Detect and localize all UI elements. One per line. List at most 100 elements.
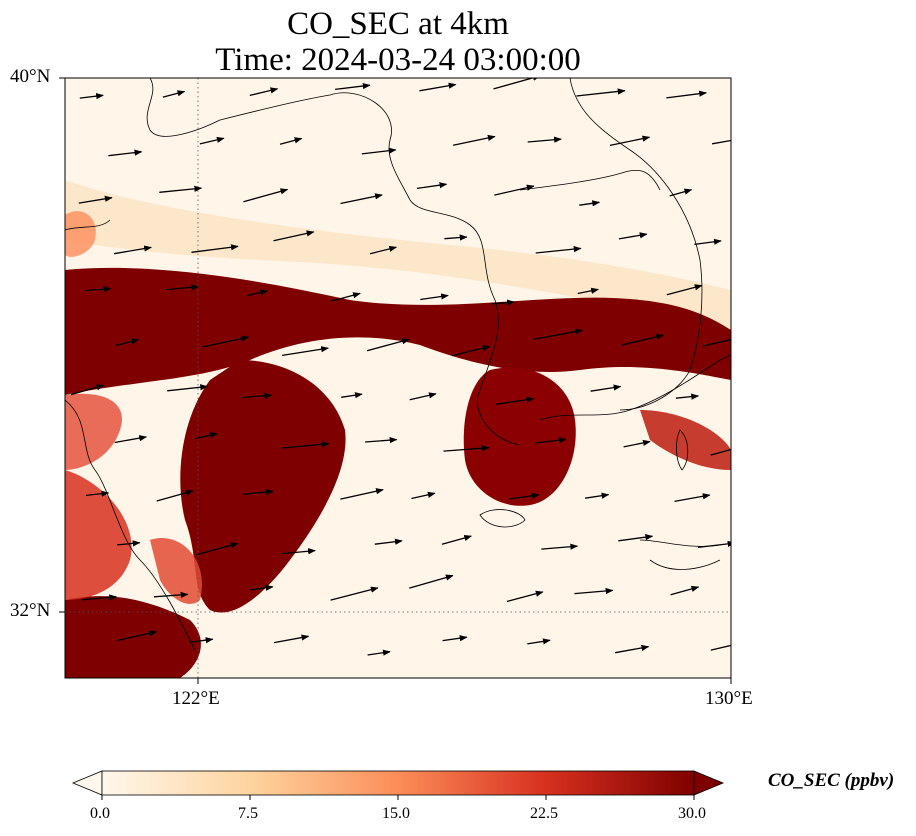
colorbar-tick: 0.0 — [90, 805, 110, 822]
wind-vectors — [70, 78, 731, 656]
wind-arrow — [694, 238, 722, 246]
wind-arrow — [491, 299, 515, 306]
chart-title-line1: CO_SEC at 4km — [287, 6, 509, 42]
wind-arrow — [70, 384, 105, 396]
wind-arrow — [249, 87, 279, 97]
tick-marks — [59, 77, 732, 684]
wind-arrow — [108, 149, 143, 157]
wind-arrow — [86, 490, 110, 497]
wind-arrow — [153, 591, 189, 599]
wind-arrow — [202, 335, 250, 348]
wind-arrow — [113, 245, 152, 255]
wind-arrow — [273, 230, 315, 242]
wind-arrow — [341, 392, 363, 399]
wind-arrow — [710, 644, 731, 651]
wind-arrow — [623, 439, 651, 448]
colorbar-tick: 7.5 — [238, 805, 258, 822]
wind-arrow — [541, 543, 579, 550]
wind-arrow — [527, 136, 562, 143]
wind-arrow — [243, 488, 274, 496]
wind-arrow — [509, 492, 540, 500]
wind-arrow — [533, 328, 583, 341]
wind-arrow — [116, 630, 158, 642]
wind-arrow — [365, 437, 398, 444]
wind-arrow — [78, 195, 113, 204]
wind-arrow — [535, 437, 567, 444]
coastlines — [65, 78, 731, 651]
wind-arrow — [191, 244, 239, 253]
wind-arrow — [669, 188, 693, 197]
wind-arrow — [711, 139, 731, 145]
wind-arrow — [85, 286, 112, 293]
wind-arrow — [618, 534, 654, 542]
wind-arrow — [417, 182, 448, 190]
colorbar-tick: 22.5 — [530, 805, 558, 822]
colorbar — [71, 770, 725, 800]
wind-arrow — [367, 649, 391, 656]
wind-arrow — [409, 392, 437, 401]
wind-arrow — [279, 137, 303, 145]
wind-arrow — [419, 82, 457, 92]
wind-arrow — [156, 489, 194, 502]
wind-arrow — [340, 488, 384, 500]
wind-arrow — [590, 384, 622, 392]
wind-arrow — [196, 542, 239, 556]
wind-arrow — [702, 339, 731, 347]
concentration-field — [65, 78, 731, 678]
wind-arrow — [115, 338, 140, 347]
wind-arrow — [374, 538, 403, 545]
wind-arrow — [243, 188, 289, 203]
wind-arrow — [282, 346, 329, 357]
wind-arrow — [535, 246, 582, 254]
wind-arrow — [409, 574, 454, 589]
lon-tick-130: 130°E — [705, 688, 753, 709]
wind-arrow — [335, 82, 371, 91]
wind-arrow — [247, 289, 269, 297]
wind-arrow — [710, 448, 731, 456]
wind-arrow — [615, 644, 650, 654]
wind-arrow — [443, 445, 490, 452]
gridlines — [65, 78, 731, 678]
wind-arrow — [162, 90, 186, 98]
wind-arrow — [675, 393, 700, 400]
wind-arrow — [666, 90, 707, 99]
colorbar-tick: 30.0 — [678, 805, 706, 822]
wind-arrow — [114, 435, 148, 444]
wind-arrow — [666, 284, 703, 296]
wind-arrow — [167, 384, 209, 392]
wind-arrow — [199, 136, 225, 145]
wind-arrow — [609, 135, 651, 147]
wind-arrow — [574, 587, 614, 595]
wind-arrow — [411, 491, 436, 500]
wind-arrow — [697, 540, 731, 549]
wind-arrow — [442, 635, 468, 642]
lat-tick-32: 32°N — [10, 600, 51, 621]
wind-arrow — [281, 548, 316, 555]
colorbar-tick: 15.0 — [382, 805, 410, 822]
wind-arrow — [420, 293, 449, 301]
lat-tick-40: 40°N — [10, 66, 51, 87]
lon-tick-122: 122°E — [172, 688, 220, 709]
wind-arrow — [79, 93, 104, 100]
chart-title-line2: Time: 2024-03-24 03:00:00 — [215, 42, 581, 78]
wind-arrow — [117, 540, 141, 547]
wind-arrow — [444, 234, 468, 241]
wind-arrow — [81, 594, 118, 601]
wind-arrow — [579, 200, 601, 207]
wind-arrow — [577, 287, 599, 295]
plot-frame — [64, 77, 732, 679]
wind-arrow — [273, 634, 310, 644]
wind-arrow — [451, 345, 491, 357]
wind-arrow — [330, 292, 361, 302]
wind-arrow — [370, 245, 398, 255]
wind-arrow — [494, 184, 535, 196]
wind-arrow — [670, 585, 700, 596]
wind-arrow — [452, 134, 496, 146]
wind-arrow — [330, 586, 379, 601]
wind-arrow — [340, 193, 383, 205]
wind-arrow — [576, 88, 626, 97]
colorbar-label: CO_SEC (ppbv) — [768, 770, 895, 791]
wind-arrow — [621, 333, 665, 346]
wind-arrow — [527, 638, 551, 645]
